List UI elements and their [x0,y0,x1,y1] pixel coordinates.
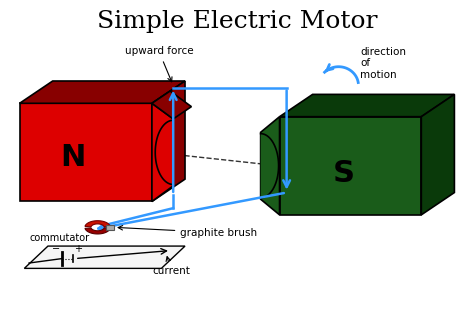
Text: upward force: upward force [125,46,193,82]
Text: +: + [74,244,82,254]
Polygon shape [261,132,279,199]
Polygon shape [421,94,455,215]
Text: graphite brush: graphite brush [118,225,257,238]
Text: N: N [60,143,85,172]
Polygon shape [152,91,191,119]
Polygon shape [19,103,152,202]
Text: commutator: commutator [29,233,89,243]
Text: −: − [53,244,61,254]
Polygon shape [19,81,185,103]
Polygon shape [280,94,455,117]
Text: direction
of
motion: direction of motion [360,47,406,80]
Polygon shape [85,221,110,227]
Text: Simple Electric Motor: Simple Electric Motor [97,10,377,33]
Text: current: current [152,257,190,276]
Polygon shape [152,103,173,202]
Polygon shape [261,117,280,215]
Polygon shape [85,228,110,234]
Polygon shape [280,117,421,215]
Text: S: S [332,159,355,188]
Polygon shape [155,119,173,186]
Polygon shape [152,81,185,202]
Polygon shape [24,246,185,268]
Polygon shape [106,225,114,230]
